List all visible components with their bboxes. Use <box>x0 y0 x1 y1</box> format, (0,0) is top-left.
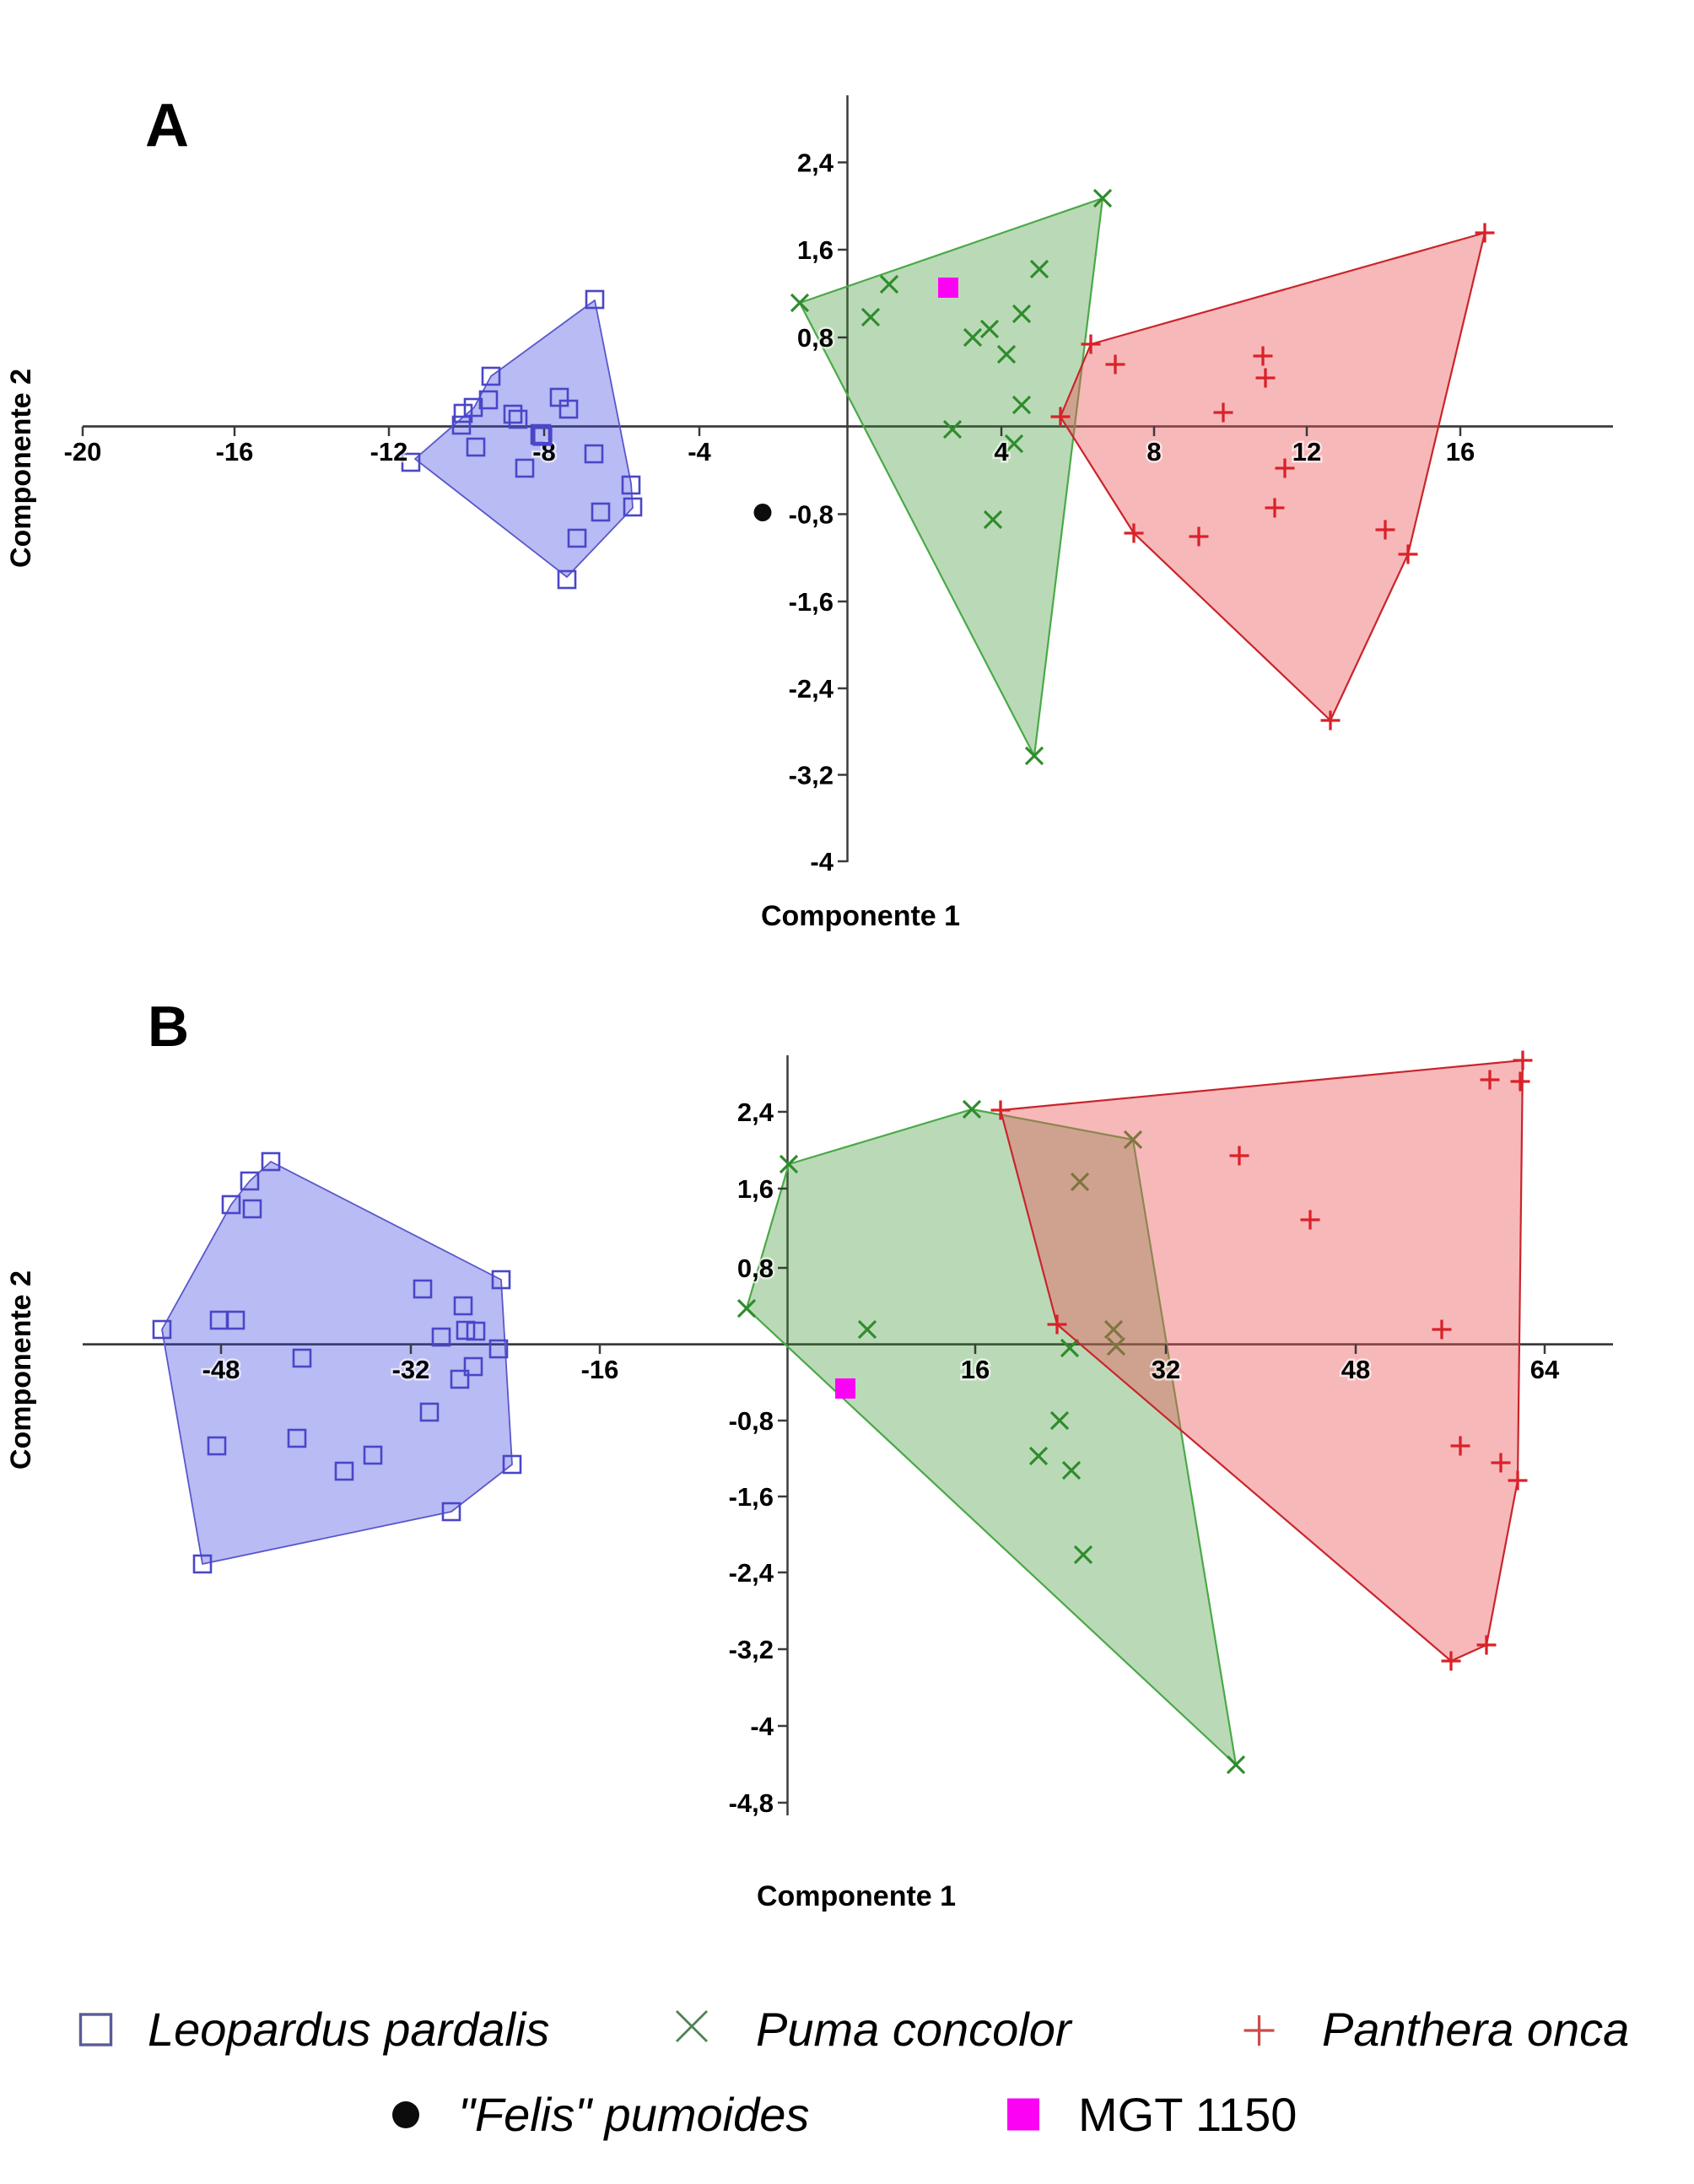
svg-text:1,6: 1,6 <box>797 235 834 265</box>
svg-text:2,4: 2,4 <box>797 148 834 178</box>
svg-text:64: 64 <box>1530 1355 1560 1384</box>
svg-text:-16: -16 <box>581 1355 619 1384</box>
svg-text:4: 4 <box>994 437 1009 466</box>
svg-text:0,8: 0,8 <box>797 323 834 353</box>
svg-text:-3,2: -3,2 <box>789 761 834 790</box>
svg-text:-1,6: -1,6 <box>729 1482 774 1512</box>
svg-text:Componente 1: Componente 1 <box>757 1880 956 1912</box>
svg-text:12: 12 <box>1292 437 1321 466</box>
svg-text:B: B <box>148 995 189 1059</box>
svg-text:Componente 2: Componente 2 <box>5 1270 37 1469</box>
svg-text:-20: -20 <box>64 437 102 466</box>
svg-text:-4,8: -4,8 <box>729 1788 774 1818</box>
svg-text:16: 16 <box>1446 437 1475 466</box>
svg-text:-0,8: -0,8 <box>789 500 834 530</box>
svg-text:32: 32 <box>1152 1355 1180 1384</box>
svg-text:0,8: 0,8 <box>737 1254 774 1283</box>
svg-text:1,6: 1,6 <box>737 1174 774 1204</box>
svg-text:Componente 1: Componente 1 <box>761 900 960 932</box>
svg-text:-2,4: -2,4 <box>729 1558 774 1588</box>
svg-text:Panthera onca: Panthera onca <box>1322 2003 1629 2056</box>
svg-text:-2,4: -2,4 <box>789 674 834 704</box>
svg-text:-0,8: -0,8 <box>729 1406 774 1436</box>
svg-text:2,4: 2,4 <box>737 1097 774 1127</box>
svg-text:16: 16 <box>961 1355 990 1384</box>
svg-text:-4: -4 <box>750 1712 774 1741</box>
svg-text:Puma concolor: Puma concolor <box>756 2003 1073 2056</box>
svg-text:-4: -4 <box>810 847 834 876</box>
svg-text:Componente 2: Componente 2 <box>5 369 37 568</box>
svg-text:-1,6: -1,6 <box>789 587 834 617</box>
svg-text:8: 8 <box>1146 437 1161 466</box>
svg-text:Leopardus pardalis: Leopardus pardalis <box>148 2003 549 2056</box>
svg-text:MGT 1150: MGT 1150 <box>1078 2088 1297 2141</box>
svg-text:-12: -12 <box>370 437 408 466</box>
svg-text:-16: -16 <box>216 437 254 466</box>
svg-text:A: A <box>145 92 189 159</box>
svg-text:-4: -4 <box>688 437 711 466</box>
svg-text:-8: -8 <box>532 437 556 466</box>
svg-text:-3,2: -3,2 <box>729 1635 774 1664</box>
svg-text:48: 48 <box>1341 1355 1370 1384</box>
svg-text:"Felis" pumoides: "Felis" pumoides <box>458 2088 809 2141</box>
svg-text:-48: -48 <box>202 1355 240 1384</box>
svg-text:-32: -32 <box>392 1355 430 1384</box>
